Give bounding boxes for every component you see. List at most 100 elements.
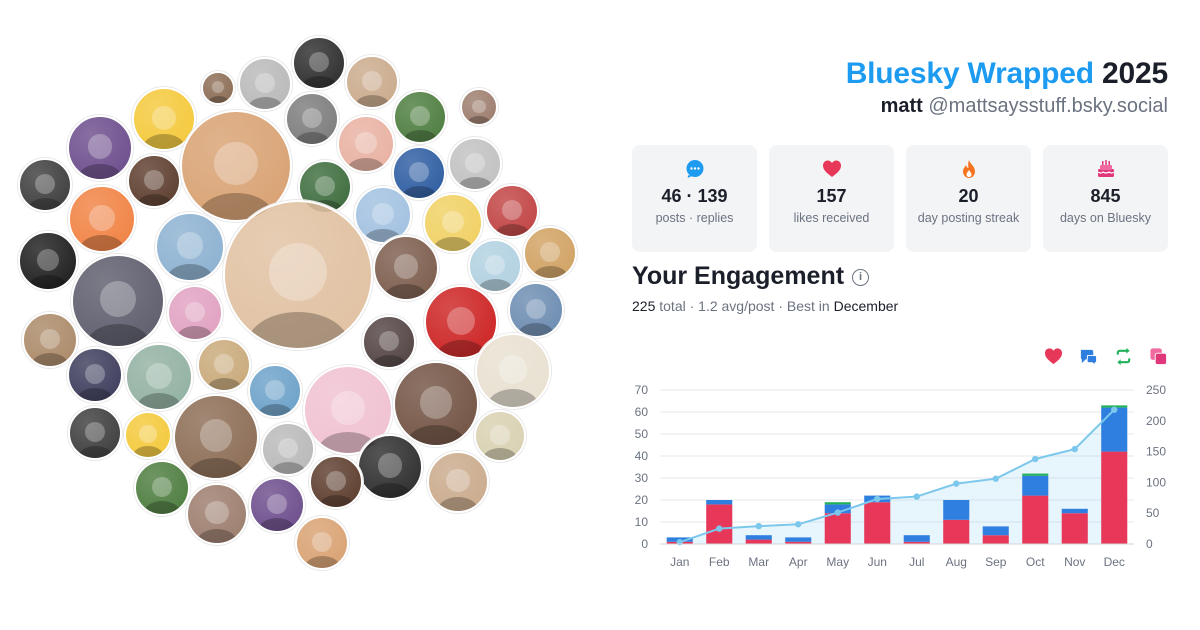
avatar[interactable] [68, 185, 136, 253]
cumulative-line [679, 409, 1115, 544]
user-identity: matt @mattsaysstuff.bsky.social [881, 95, 1168, 118]
avatar[interactable] [392, 146, 446, 200]
y-left-tick-label: 10 [635, 515, 649, 529]
avatar[interactable] [448, 137, 502, 191]
avatar[interactable] [134, 460, 190, 516]
x-tick-label: Nov [1064, 555, 1085, 569]
display-name: matt [880, 95, 923, 117]
cumulative-point [913, 493, 920, 500]
avatar[interactable] [427, 451, 489, 513]
avatar[interactable] [373, 235, 439, 301]
avatar[interactable] [201, 71, 235, 105]
stat-value: 20 [958, 186, 979, 206]
avatar[interactable] [22, 312, 78, 368]
bar-segment-replies [706, 500, 733, 505]
avatar[interactable] [354, 186, 412, 244]
bar-segment-replies [982, 526, 1009, 536]
engagement-chart: 0 10 20 30 40 50 60 70 0 50 100 150 200 250 Jan Feb Mar A… [635, 383, 1167, 569]
y-right-tick-label: 50 [1146, 506, 1160, 520]
avatar[interactable] [68, 406, 122, 460]
avatar[interactable] [248, 364, 302, 418]
avatar[interactable] [475, 333, 551, 409]
user-handle: @mattsaysstuff.bsky.social [928, 95, 1168, 117]
cumulative-point [1071, 445, 1078, 453]
stat-value: 845 [1090, 186, 1121, 206]
stat-card-likes: 157 likes received [769, 145, 894, 252]
y-left-tick-label: 30 [635, 471, 649, 485]
info-icon[interactable]: i [852, 269, 870, 286]
avatar[interactable] [474, 410, 526, 462]
chart-legend [1044, 347, 1168, 367]
y-right-tick-label: 100 [1146, 475, 1166, 489]
stat-card-posts: 46 · 139 posts · replies [632, 145, 757, 252]
stat-label: day posting streak [917, 211, 1020, 225]
speech-bubble-icon [686, 160, 703, 178]
stat-label: days on Bluesky [1059, 211, 1152, 225]
x-tick-label: Apr [789, 555, 808, 569]
repost-icon[interactable] [1114, 347, 1133, 366]
cumulative-point [953, 480, 960, 487]
x-tick-label: Mar [748, 555, 769, 569]
avatar[interactable] [238, 57, 292, 111]
bar-segment-likes [1061, 513, 1088, 544]
avatar[interactable] [292, 36, 346, 90]
avatar[interactable] [468, 239, 522, 293]
avatar[interactable] [186, 483, 248, 545]
avatar[interactable] [223, 200, 373, 350]
avatar[interactable] [125, 343, 193, 411]
avatar[interactable] [155, 212, 225, 282]
avatar[interactable] [393, 90, 447, 144]
x-tick-label: Aug [946, 555, 967, 569]
y-left-tick-label: 40 [635, 449, 649, 463]
y-left-tick-label: 50 [635, 427, 649, 441]
avatar[interactable] [285, 92, 339, 146]
reply-icon[interactable] [1079, 347, 1098, 367]
avatar[interactable] [167, 285, 223, 341]
avatar[interactable] [309, 455, 363, 509]
avatar[interactable] [460, 88, 498, 126]
page-title: Bluesky Wrapped 2025 [846, 57, 1168, 91]
engagement-average: 1.2 avg/post [698, 298, 775, 314]
avatar[interactable] [261, 422, 315, 476]
avatar[interactable] [127, 154, 181, 208]
avatar[interactable] [523, 226, 577, 280]
avatar[interactable] [249, 477, 305, 533]
bar-segment-likes [785, 541, 812, 544]
bar-segment-likes [824, 513, 851, 544]
stat-value: 46 · 139 [661, 186, 728, 206]
cumulative-point [992, 475, 999, 482]
bar-segment-reposts [824, 502, 851, 505]
avatar[interactable] [18, 158, 72, 212]
avatar[interactable] [508, 282, 564, 338]
avatar[interactable] [197, 338, 251, 392]
cumulative-point [874, 495, 881, 503]
avatar[interactable] [71, 254, 165, 348]
bar-segment-replies [1022, 475, 1049, 496]
avatar[interactable] [357, 434, 423, 500]
cumulative-area [679, 409, 1115, 544]
heart-icon[interactable] [1044, 347, 1063, 366]
quote-icon[interactable] [1149, 347, 1168, 366]
avatar[interactable] [423, 193, 483, 253]
avatar[interactable] [362, 315, 416, 369]
avatar[interactable] [124, 411, 172, 459]
avatar[interactable] [67, 115, 133, 181]
bar-segment-likes [982, 535, 1009, 544]
avatar[interactable] [393, 361, 479, 447]
engagement-total-value: 225 [632, 298, 656, 314]
avatar[interactable] [18, 231, 78, 291]
bar-segment-replies [943, 500, 970, 520]
avatar[interactable] [337, 115, 395, 173]
y-left-tick-label: 20 [635, 493, 649, 507]
avatar[interactable] [485, 184, 539, 238]
x-tick-label: Sep [985, 555, 1007, 569]
avatar[interactable] [173, 394, 259, 480]
x-tick-label: Jul [909, 555, 924, 569]
stat-label: likes received [793, 211, 870, 225]
bar-segment-likes [864, 502, 891, 544]
bar-segment-replies [1101, 407, 1128, 452]
avatar[interactable] [345, 55, 399, 109]
avatar[interactable] [132, 87, 196, 151]
avatar[interactable] [67, 347, 123, 403]
avatar[interactable] [295, 516, 349, 570]
